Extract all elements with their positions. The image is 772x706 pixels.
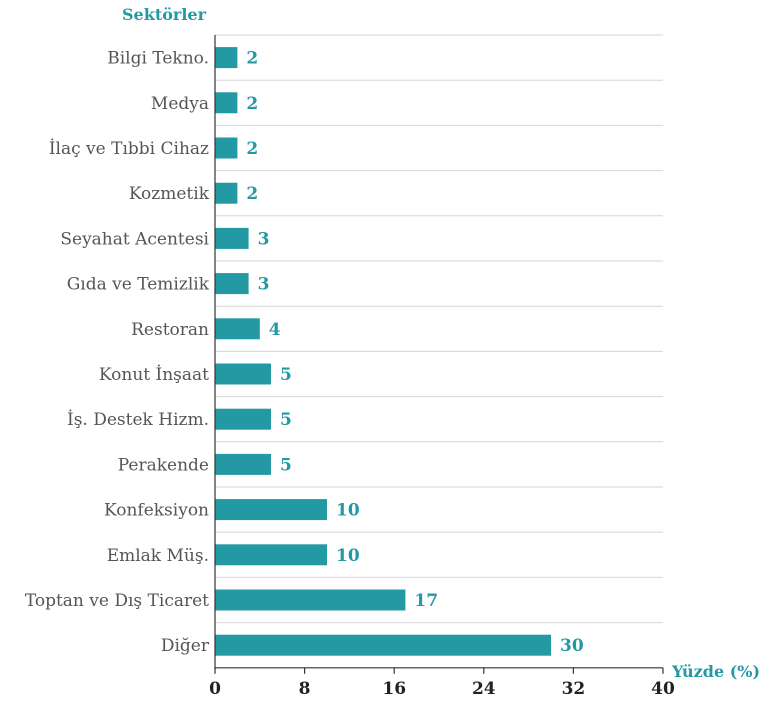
- bar: [215, 318, 260, 340]
- y-axis-title: Sektörler: [122, 5, 207, 24]
- value-label: 30: [560, 636, 584, 656]
- category-label: Perakende: [118, 455, 209, 475]
- x-tick-label: 8: [299, 679, 311, 699]
- value-label: 2: [246, 49, 258, 69]
- category-label: Konut İnşaat: [99, 364, 209, 385]
- x-tick-label: 32: [562, 679, 586, 699]
- value-label: 2: [246, 139, 258, 159]
- bar: [215, 453, 271, 475]
- value-label: 2: [246, 184, 258, 204]
- value-labels: 2 2 2 2 3 3 4 5 5 5 10 10 17 30: [246, 49, 583, 657]
- bars-group: [215, 47, 551, 656]
- value-label: 10: [336, 546, 360, 566]
- category-label: İlaç ve Tıbbi Cihaz: [49, 138, 209, 159]
- bar: [215, 182, 238, 204]
- value-label: 5: [280, 410, 292, 430]
- bar: [215, 363, 271, 385]
- value-label: 17: [414, 591, 438, 611]
- category-label: Diğer: [161, 636, 210, 656]
- category-label: Medya: [151, 94, 209, 114]
- x-tick-label: 16: [382, 679, 406, 699]
- x-tick-label: 0: [209, 679, 221, 699]
- category-label: Gıda ve Temizlik: [67, 275, 210, 295]
- category-label: Seyahat Acentesi: [60, 229, 209, 249]
- x-axis-title: Yüzde (%): [671, 662, 760, 681]
- category-labels: Bilgi Tekno. Medya İlaç ve Tıbbi Cihaz Kozm…: [25, 49, 210, 657]
- value-label: 4: [269, 320, 281, 340]
- bar: [215, 92, 238, 114]
- value-label: 5: [280, 455, 292, 475]
- axes: [214, 35, 663, 669]
- category-label: Bilgi Tekno.: [107, 49, 209, 69]
- category-label: İş. Destek Hizm.: [67, 409, 209, 430]
- bar: [215, 273, 249, 295]
- x-tick-label: 24: [472, 679, 496, 699]
- x-tick-label: 40: [651, 679, 675, 699]
- bar: [215, 634, 551, 656]
- category-label: Konfeksiyon: [104, 501, 209, 521]
- bar: [215, 47, 238, 69]
- value-label: 3: [258, 275, 270, 295]
- category-label: Toptan ve Dış Ticaret: [25, 591, 209, 611]
- value-label: 3: [258, 229, 270, 249]
- x-axis-ticks: 0 8 16 24 32 40: [209, 667, 675, 699]
- value-label: 2: [246, 94, 258, 114]
- bar: [215, 408, 271, 430]
- grid-lines: [215, 34, 663, 624]
- category-label: Kozmetik: [129, 184, 210, 204]
- value-label: 10: [336, 501, 360, 521]
- category-label: Restoran: [131, 320, 209, 340]
- category-label: Emlak Müş.: [107, 546, 209, 566]
- value-label: 5: [280, 365, 292, 385]
- bar: [215, 544, 327, 566]
- bar: [215, 589, 406, 611]
- bar: [215, 137, 238, 159]
- bar: [215, 227, 249, 249]
- bar: [215, 499, 327, 521]
